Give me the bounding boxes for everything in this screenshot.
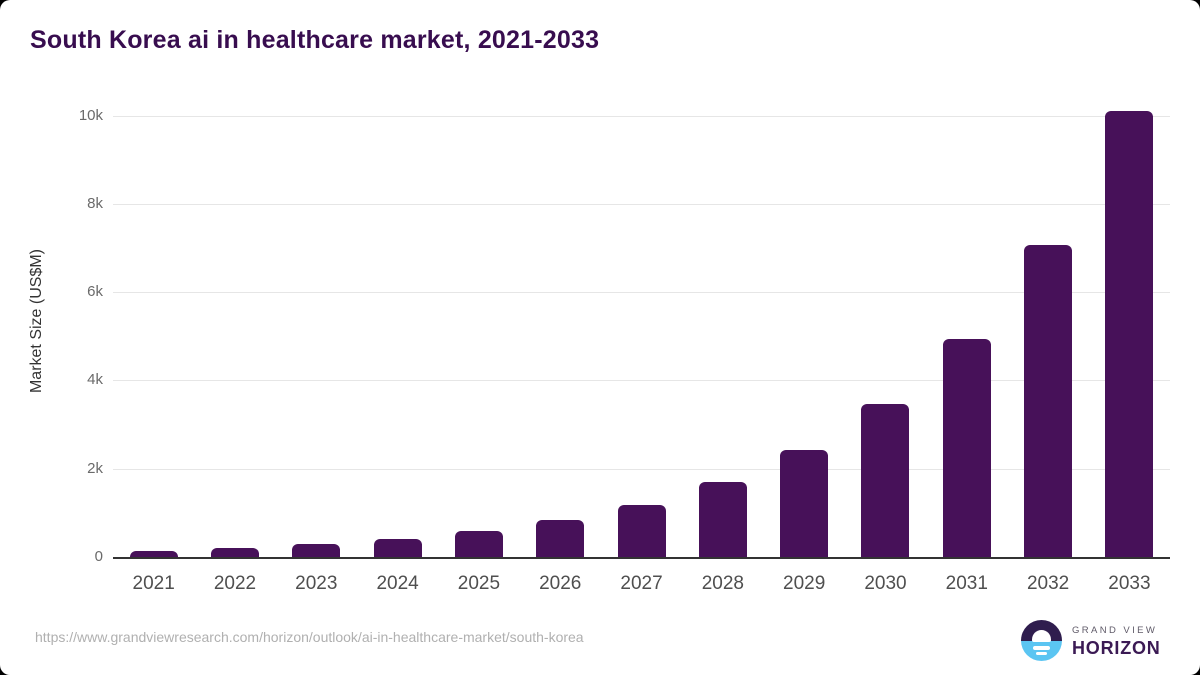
bar-slot-2030 — [845, 111, 926, 557]
y-axis-title: Market Size (US$M) — [28, 248, 45, 394]
bar-slot-2029 — [764, 111, 845, 557]
logo-text-grand-view: GRAND VIEW — [1072, 625, 1158, 636]
bar-2030[interactable] — [861, 403, 910, 557]
gridline-8k — [113, 204, 1170, 205]
bar-2025[interactable] — [454, 531, 503, 557]
bar-slot-2028 — [682, 111, 763, 557]
bar-slot-2022 — [194, 111, 275, 557]
bar-2023[interactable] — [292, 543, 341, 557]
gridline-2k — [113, 469, 1170, 470]
bar-2032[interactable] — [1024, 244, 1073, 557]
grand-view-horizon-logo: GRAND VIEW HORIZON — [1021, 620, 1161, 661]
x-tick-label-2023: 2023 — [295, 573, 338, 594]
chart-title: South Korea ai in healthcare market, 202… — [30, 26, 600, 54]
bar-2027[interactable] — [617, 504, 666, 557]
source-url: https://www.grandviewresearch.com/horizo… — [35, 629, 584, 645]
bar-2021[interactable] — [129, 550, 178, 557]
bar-series — [113, 111, 1170, 557]
bar-slot-2033 — [1089, 111, 1170, 557]
bar-slot-2032 — [1007, 111, 1088, 557]
bar-2029[interactable] — [780, 449, 829, 557]
bar-2031[interactable] — [942, 338, 991, 557]
x-tick-label-2021: 2021 — [132, 573, 175, 594]
y-tick-label: 10k — [78, 107, 103, 124]
y-tick-label: 6k — [87, 283, 103, 300]
y-tick-label: 2k — [87, 460, 103, 477]
bar-slot-2021 — [113, 111, 194, 557]
gridline-4k — [113, 380, 1170, 381]
x-tick-label-2033: 2033 — [1108, 573, 1151, 594]
x-tick-label-2030: 2030 — [864, 573, 907, 594]
x-axis-line — [113, 557, 1170, 559]
bar-2022[interactable] — [210, 547, 259, 557]
bar-slot-2024 — [357, 111, 438, 557]
bar-slot-2025 — [438, 111, 519, 557]
x-tick-label-2026: 2026 — [539, 573, 582, 594]
gridline-10k — [113, 116, 1170, 117]
bar-2024[interactable] — [373, 539, 422, 557]
x-tick-label-2028: 2028 — [701, 573, 744, 594]
bar-2028[interactable] — [698, 481, 747, 557]
bar-2033[interactable] — [1105, 111, 1154, 557]
bar-slot-2027 — [601, 111, 682, 557]
bar-slot-2026 — [520, 111, 601, 557]
x-axis-labels: 2021 2022 2023 2024 2025 2026 2027 2028 2029 2030… — [113, 573, 1170, 595]
horizon-sunrise-icon — [1021, 620, 1062, 661]
x-tick-label-2031: 2031 — [945, 573, 988, 594]
gridline-6k — [113, 292, 1170, 293]
logo-text-horizon: HORIZON — [1072, 638, 1161, 658]
bar-2026[interactable] — [536, 520, 585, 557]
bar-slot-2023 — [276, 111, 357, 557]
bar-slot-2031 — [926, 111, 1007, 557]
x-tick-label-2022: 2022 — [213, 573, 257, 594]
y-tick-label: 4k — [87, 371, 103, 388]
x-tick-label-2029: 2029 — [783, 573, 826, 594]
x-tick-label-2032: 2032 — [1026, 573, 1070, 594]
y-tick-label: 0 — [94, 548, 103, 565]
x-tick-label-2024: 2024 — [376, 573, 419, 594]
y-tick-label: 8k — [87, 195, 103, 212]
x-tick-label-2025: 2025 — [457, 573, 501, 594]
x-tick-label-2027: 2027 — [620, 573, 663, 594]
